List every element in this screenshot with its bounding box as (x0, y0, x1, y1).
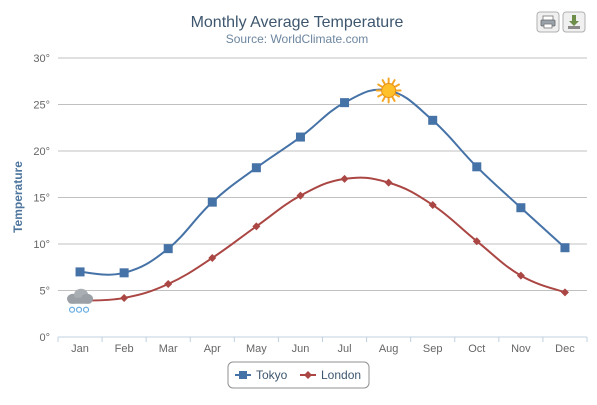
chart-subtitle: Source: WorldClimate.com (226, 32, 369, 46)
x-tick-label: Oct (468, 343, 485, 355)
data-point-tokyo[interactable] (119, 268, 129, 278)
x-tick-label: Nov (511, 343, 531, 355)
data-point-tokyo[interactable] (472, 162, 482, 172)
y-tick-label: 0° (39, 332, 50, 344)
y-axis-label: Temperature (11, 161, 25, 233)
data-point-london[interactable] (120, 293, 129, 302)
x-tick-label: May (246, 343, 267, 355)
x-tick-label: Jul (338, 343, 352, 355)
data-point-london[interactable] (164, 279, 173, 288)
data-point-london[interactable] (296, 191, 305, 200)
data-point-tokyo[interactable] (207, 197, 217, 207)
x-tick-label: Jun (292, 343, 310, 355)
x-tick-label: Apr (204, 343, 221, 355)
data-point-tokyo[interactable] (163, 244, 173, 254)
data-point-london[interactable] (208, 253, 217, 262)
data-point-tokyo[interactable] (251, 163, 261, 173)
data-point-london[interactable] (560, 288, 569, 297)
y-tick-label: 30° (33, 53, 50, 65)
icon-layer (67, 77, 402, 313)
x-tick-label: Feb (115, 343, 134, 355)
x-tick-label: Jan (71, 343, 89, 355)
export-button[interactable] (562, 11, 586, 33)
series-tokyo (75, 88, 570, 278)
legend-marker-london (304, 371, 312, 379)
data-point-tokyo[interactable] (295, 132, 305, 142)
x-tick-label: Mar (159, 343, 178, 355)
y-tick-label: 25° (33, 100, 50, 112)
data-point-tokyo[interactable] (516, 203, 526, 213)
series-layer (75, 88, 570, 302)
legend-label-london: London (321, 368, 361, 382)
chart-title: Monthly Average Temperature (191, 14, 404, 31)
legend-item-london[interactable]: London (300, 368, 361, 382)
legend-item-tokyo[interactable]: Tokyo (235, 368, 288, 382)
printer-icon (540, 15, 556, 29)
legend: Tokyo London (227, 361, 370, 389)
data-point-london[interactable] (428, 200, 437, 209)
series-london (79, 174, 569, 302)
data-point-london[interactable] (516, 271, 525, 280)
download-icon (568, 15, 580, 29)
data-point-tokyo[interactable] (560, 243, 570, 253)
legend-marker-tokyo (239, 371, 247, 379)
legend-label-tokyo: Tokyo (256, 368, 288, 382)
x-tick-label: Dec (555, 343, 575, 355)
data-point-london[interactable] (340, 174, 349, 183)
y-tick-label: 20° (33, 146, 50, 158)
data-point-london[interactable] (384, 178, 393, 187)
series-line-tokyo (79, 88, 566, 276)
x-tick-label: Sep (423, 343, 443, 355)
data-point-tokyo[interactable] (428, 115, 438, 125)
data-point-tokyo[interactable] (75, 267, 85, 277)
data-point-tokyo[interactable] (340, 98, 350, 108)
sun-icon[interactable] (375, 77, 402, 104)
x-tick-label: Aug (379, 343, 399, 355)
series-line-london (79, 176, 566, 302)
y-tick-label: 5° (39, 286, 50, 298)
snow-cloud-icon[interactable] (67, 288, 94, 313)
print-button[interactable] (536, 11, 560, 33)
y-tick-label: 15° (33, 193, 50, 205)
axis-layer: 0° 5° 10° 15° 20° 25° 30° Jan Feb Mar Apr May Jun Jul… (33, 53, 588, 355)
data-point-london[interactable] (252, 222, 261, 231)
data-point-london[interactable] (472, 237, 481, 246)
grid-layer (58, 57, 587, 291)
y-tick-label: 10° (33, 239, 50, 251)
